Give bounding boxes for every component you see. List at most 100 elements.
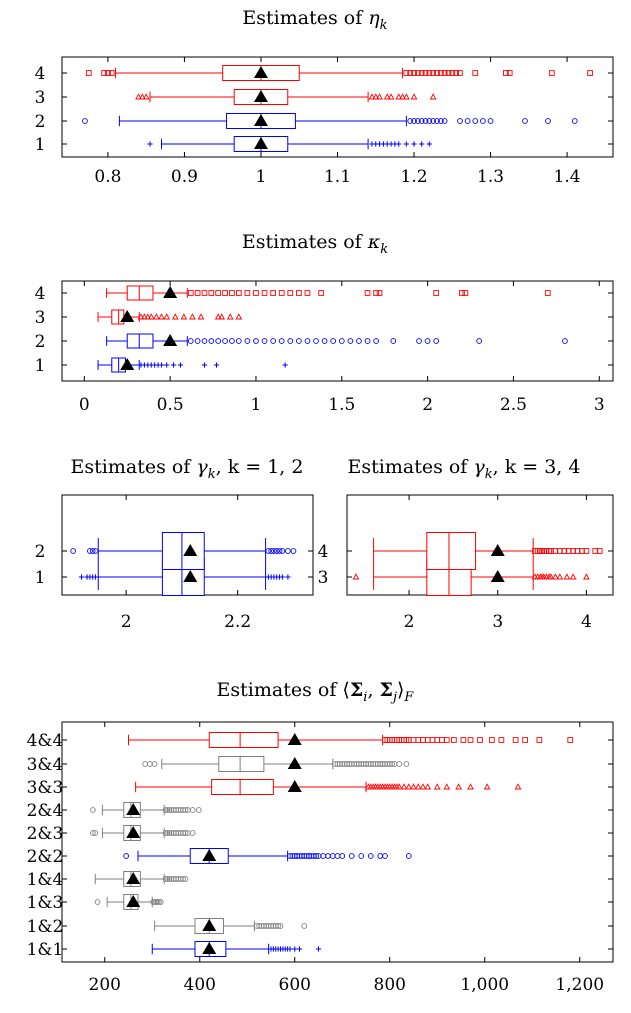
- mean-marker: [120, 358, 135, 370]
- outlier-circle: [476, 338, 482, 344]
- x-tick-label: 3: [594, 395, 605, 415]
- outlier-circle: [278, 338, 285, 344]
- outlier-square: [512, 737, 519, 743]
- outlier-circle: [162, 807, 169, 813]
- outlier-square: [460, 737, 467, 743]
- box-1: 1: [35, 356, 613, 376]
- outlier-circle: [487, 118, 494, 124]
- outlier-plus: [296, 946, 303, 952]
- outlier-plus: [419, 141, 425, 147]
- outlier-circle: [90, 830, 96, 836]
- outlier-plus: [164, 362, 170, 368]
- outlier-circle: [261, 338, 268, 344]
- outlier-triangle: [235, 313, 243, 320]
- chart-title-3: Estimates of γk, k = 3, 4: [348, 456, 581, 482]
- box-2-3: 2&3: [27, 824, 613, 844]
- outlier-triangle: [405, 783, 413, 790]
- outlier-square: [433, 290, 440, 296]
- outlier-circle: [287, 338, 294, 344]
- outlier-circle: [377, 853, 384, 859]
- x-tick-label: 2: [422, 395, 433, 415]
- outlier-circle: [329, 853, 336, 859]
- x-tick-label: 1: [251, 395, 262, 415]
- outlier-square: [364, 290, 371, 296]
- outlier-circle: [164, 807, 171, 813]
- outlier-triangle: [410, 93, 418, 100]
- outlier-circle: [215, 338, 222, 344]
- mean-marker: [202, 942, 217, 954]
- outlier-triangle: [483, 783, 491, 790]
- outlier-triangle: [189, 313, 196, 320]
- outlier-square: [443, 737, 450, 743]
- outlier-square: [415, 70, 421, 76]
- outlier-circle: [358, 853, 365, 859]
- outlier-circle: [422, 118, 429, 124]
- mean-marker: [287, 733, 302, 745]
- outlier-square: [270, 290, 276, 296]
- iqr-box: [161, 532, 205, 570]
- outlier-square: [287, 290, 294, 296]
- title-part: Estimates of ⟨: [217, 679, 350, 701]
- outlier-plus: [147, 141, 153, 147]
- outlier-circle: [457, 118, 463, 124]
- x-tick-label: 600: [279, 975, 311, 995]
- outlier-square: [296, 290, 302, 296]
- title-part: Estimates of: [71, 456, 197, 478]
- box-1-3: 1&3: [27, 893, 613, 913]
- outlier-circle: [180, 876, 186, 882]
- outlier-square: [596, 548, 603, 554]
- outlier-square: [244, 290, 251, 296]
- outlier-plus: [396, 141, 402, 147]
- outlier-square: [544, 290, 551, 296]
- y-tick-label: 4: [318, 542, 329, 562]
- outlier-circle: [545, 118, 551, 124]
- outlier-plus: [285, 574, 291, 580]
- outlier-square: [522, 737, 528, 743]
- outlier-triangle: [443, 783, 451, 790]
- box-3-3: 3&3: [27, 778, 613, 798]
- x-tick-label: 1,200: [555, 975, 604, 995]
- outlier-plus: [315, 946, 322, 952]
- y-tick-label: 1&1: [27, 940, 64, 960]
- outlier-circle: [162, 830, 169, 836]
- outlier-square: [208, 290, 215, 296]
- outlier-circle: [70, 548, 77, 554]
- outlier-circle: [472, 118, 479, 124]
- iqr-box: [426, 532, 477, 570]
- outlier-square: [278, 290, 285, 296]
- outlier-plus: [426, 141, 432, 147]
- outlier-plus: [177, 362, 184, 368]
- box-1-4: 1&4: [27, 870, 613, 890]
- outlier-triangle: [395, 93, 403, 100]
- y-tick-label: 1&2: [27, 917, 64, 937]
- outlier-circle: [164, 830, 171, 836]
- x-tick-label: 0.5: [157, 395, 184, 415]
- outlier-triangle: [352, 573, 360, 580]
- box-2: 2: [35, 112, 613, 132]
- iqr-box: [208, 732, 279, 748]
- outlier-triangle: [419, 783, 427, 790]
- mean-marker: [126, 803, 141, 815]
- outlier-circle: [166, 830, 173, 836]
- chart-panel-2: 2 2.2 1 2: [35, 494, 314, 632]
- box-1-2: 1&2: [27, 917, 613, 937]
- outlier-triangle: [153, 313, 160, 320]
- mean-marker: [126, 895, 141, 907]
- outlier-plus: [170, 362, 177, 368]
- y-tick-label: 2&3: [27, 824, 64, 844]
- outlier-square: [439, 737, 445, 743]
- mean-marker: [287, 757, 302, 769]
- outlier-square: [583, 548, 590, 554]
- outlier-circle: [434, 118, 440, 124]
- outlier-circle: [356, 338, 362, 344]
- outlier-circle: [265, 548, 272, 554]
- box-3-4: 3&4: [27, 755, 613, 775]
- mean-marker: [253, 90, 268, 102]
- box-4: 4: [35, 284, 613, 304]
- chart-title-4: Estimates of ⟨Σi, Σj⟩F: [217, 679, 415, 705]
- outlier-circle: [441, 118, 448, 124]
- outlier-triangle: [569, 573, 577, 580]
- outlier-square: [415, 737, 422, 743]
- outlier-triangle: [455, 783, 462, 790]
- outlier-triangle: [433, 783, 441, 790]
